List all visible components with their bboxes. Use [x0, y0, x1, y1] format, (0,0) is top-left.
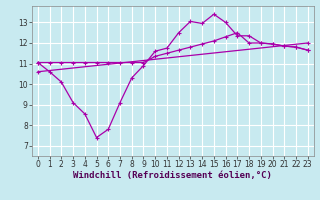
X-axis label: Windchill (Refroidissement éolien,°C): Windchill (Refroidissement éolien,°C) [73, 171, 272, 180]
